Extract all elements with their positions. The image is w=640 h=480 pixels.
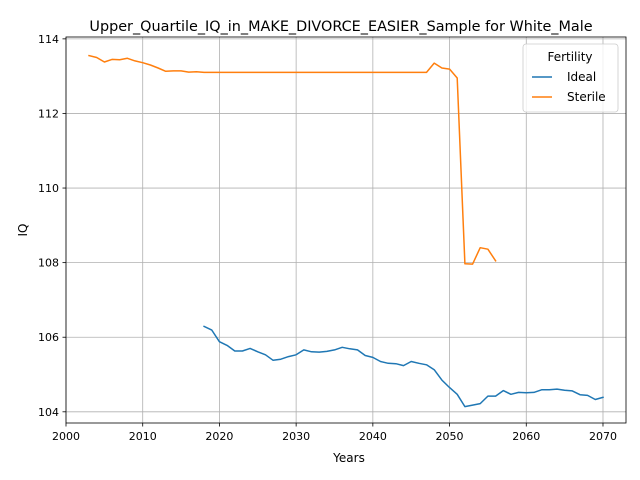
series-lines (88, 54, 604, 408)
x-tick-label: 2020 (205, 430, 233, 443)
y-tick-label: 114 (38, 33, 59, 46)
y-tick-label: 104 (38, 406, 59, 419)
legend-label-sterile: Sterile (567, 90, 606, 104)
y-tick-label: 110 (38, 182, 59, 195)
y-axis-label: IQ (16, 224, 30, 237)
plot-frame (65, 36, 627, 424)
series-line-ideal (203, 325, 604, 408)
x-tick-label: 2030 (282, 430, 310, 443)
x-tick-label: 2000 (52, 430, 80, 443)
x-tick-label: 2050 (436, 430, 464, 443)
x-axis-label: Years (332, 451, 365, 465)
legend-box (522, 43, 619, 113)
legend: Fertility Ideal Sterile (522, 43, 619, 113)
chart-title: Upper_Quartile_IQ_in_MAKE_DIVORCE_EASIER… (89, 19, 592, 35)
legend-label-ideal: Ideal (567, 70, 596, 84)
x-tick-label: 2010 (129, 430, 157, 443)
y-tick-label: 106 (38, 331, 59, 344)
x-axis-ticks: 2000 2010 2020 2030 2040 2050 2060 2070 (52, 423, 617, 443)
series-line-sterile (88, 54, 497, 265)
x-tick-label: 2070 (589, 430, 617, 443)
x-tick-label: 2060 (512, 430, 540, 443)
y-tick-label: 108 (38, 257, 59, 270)
x-tick-label: 2040 (359, 430, 387, 443)
legend-title: Fertility (547, 50, 592, 64)
grid-lines (65, 37, 626, 423)
y-tick-label: 112 (38, 107, 59, 120)
y-axis-ticks: 104 106 108 110 112 114 (38, 33, 66, 419)
